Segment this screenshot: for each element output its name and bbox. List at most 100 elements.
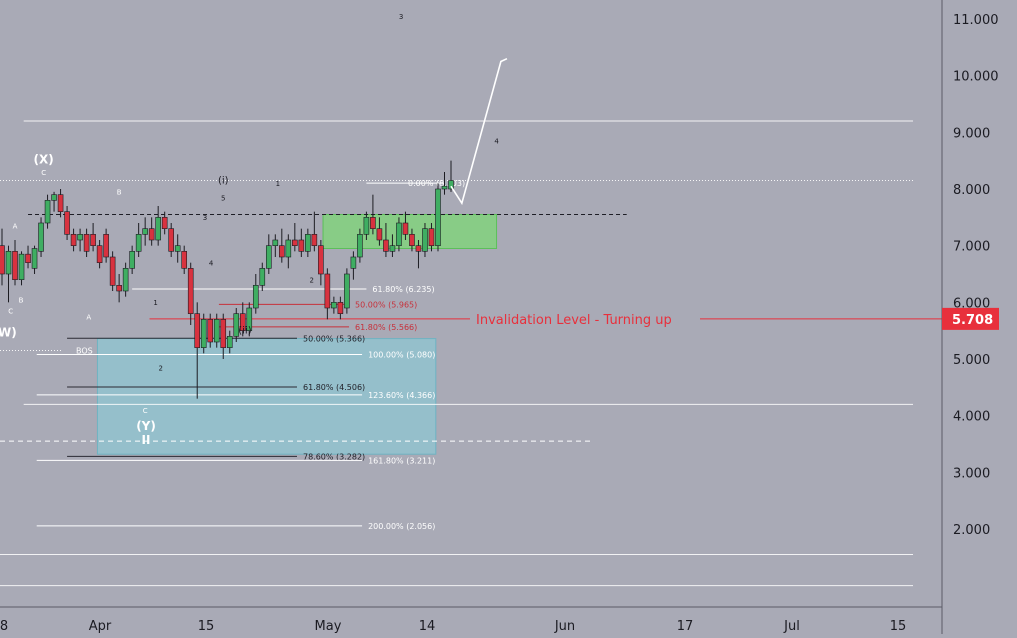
wave-label: 4	[494, 138, 499, 146]
wave-label: II	[142, 433, 151, 447]
candle-body-14	[90, 234, 96, 246]
candle-body-27	[174, 245, 181, 252]
fib-extension-box	[96, 338, 437, 455]
candle-body-68	[441, 185, 448, 190]
candle-body-13	[83, 234, 90, 252]
wave-label: 1	[276, 180, 280, 188]
fib-level-label: 50.00% (5.965)	[355, 300, 417, 309]
candle-body-7	[44, 200, 51, 224]
x-tick-label: 17	[677, 619, 694, 634]
candle-body-28	[181, 251, 188, 269]
y-tick-label: 10.000	[953, 70, 999, 85]
wave-label: 3	[203, 214, 207, 222]
y-tick-label: 7.000	[953, 240, 990, 255]
bos-label: BOS	[76, 347, 93, 356]
candle-body-3	[18, 253, 25, 280]
candle-body-2	[12, 251, 18, 280]
candle-body-67	[435, 188, 441, 246]
candle-body-55	[357, 234, 363, 258]
candle-body-42	[272, 239, 279, 246]
candle-body-60	[389, 245, 396, 252]
y-tick-label: 9.000	[953, 126, 990, 141]
wave-label: (W)	[0, 325, 17, 339]
fib-level-label: 50.00% (5.366)	[303, 334, 365, 343]
candle-body-9	[57, 194, 64, 212]
candle-body-38	[246, 307, 253, 331]
candle-body-1	[5, 251, 12, 275]
candle-body-21	[135, 234, 142, 252]
candle-body-18	[116, 285, 122, 292]
candle-body-69	[448, 180, 454, 190]
wave-label: B	[117, 189, 122, 197]
candle-body-34	[220, 319, 227, 348]
fib-level-label: 123.60% (4.366)	[368, 391, 435, 400]
candle-body-50	[324, 273, 331, 309]
candle-body-19	[122, 268, 129, 292]
wave-label: A	[86, 313, 91, 321]
fib-level-label: 0.00% (8.103)	[408, 179, 465, 188]
y-tick-label: 6.000	[953, 296, 990, 311]
candle-body-17	[109, 256, 116, 286]
fib-level-label: 61.80% (5.566)	[355, 323, 417, 332]
candle-body-33	[213, 319, 220, 343]
y-tick-label: 2.000	[953, 523, 990, 538]
fib-level-label: 61.80% (6.235)	[372, 285, 434, 294]
candle-body-49	[318, 245, 324, 275]
x-tick-label: Jun	[554, 619, 575, 634]
candle-body-16	[103, 234, 109, 258]
candle-body-39	[252, 285, 259, 309]
candle-body-23	[148, 228, 155, 241]
wave-label: (X)	[34, 153, 54, 167]
candle-body-61	[396, 222, 402, 246]
x-tick-label: Jul	[783, 619, 800, 634]
candle-body-0	[0, 245, 5, 275]
candle-body-22	[142, 228, 148, 235]
y-tick-label: 5.000	[953, 353, 990, 368]
candle-body-47	[305, 234, 311, 252]
candle-body-25	[161, 217, 168, 229]
candle-body-45	[292, 239, 298, 246]
wave-label: 4	[209, 260, 214, 268]
wave-label: B	[19, 296, 24, 304]
x-tick-label: 8	[0, 619, 8, 634]
candle-body-41	[265, 245, 272, 269]
wave-label: A	[13, 223, 18, 231]
candle-body-57	[370, 217, 376, 229]
candle-body-56	[363, 217, 370, 235]
candle-body-54	[350, 256, 357, 269]
wave-label: (i)	[218, 175, 229, 186]
zones-layer	[96, 214, 498, 455]
wave-label: 1	[153, 299, 157, 307]
candles-layer	[0, 160, 454, 399]
candle-body-53	[344, 273, 350, 309]
candle-body-37	[239, 313, 246, 331]
x-tick-label: 14	[419, 619, 436, 634]
candle-body-48	[311, 234, 318, 246]
candle-body-62	[402, 222, 409, 235]
y-tick-label: 8.000	[953, 183, 990, 198]
candle-body-5	[31, 248, 38, 269]
wave-label: 2	[310, 277, 314, 285]
fib-level-label: 61.80% (4.506)	[303, 383, 365, 392]
wave-label: 2	[159, 364, 163, 372]
candle-body-36	[233, 313, 240, 337]
fib-level-label: 161.80% (3.211)	[368, 456, 435, 465]
candle-body-26	[168, 228, 174, 252]
candle-body-58	[376, 228, 383, 241]
candle-body-6	[38, 222, 44, 252]
candle-body-59	[383, 239, 389, 252]
candle-body-8	[51, 194, 57, 201]
candle-body-32	[207, 319, 214, 343]
lines-layer: Invalidation Level - Turning up	[0, 120, 942, 587]
candle-body-52	[337, 302, 344, 314]
candle-body-40	[259, 268, 266, 286]
fib-layer: 0.00% (8.103) 61.80% (6.235) 50.00% (5.965…	[36, 179, 465, 531]
candle-body-65	[422, 228, 428, 252]
invalidation-label: Invalidation Level - Turning up	[476, 313, 672, 328]
fib-level-label: 78.60% (3.282)	[303, 452, 365, 461]
candle-body-20	[129, 251, 135, 269]
axes-layer: 2.000 3.000 4.000 5.000 6.000 7.000 8.000 9.000…	[0, 0, 999, 634]
